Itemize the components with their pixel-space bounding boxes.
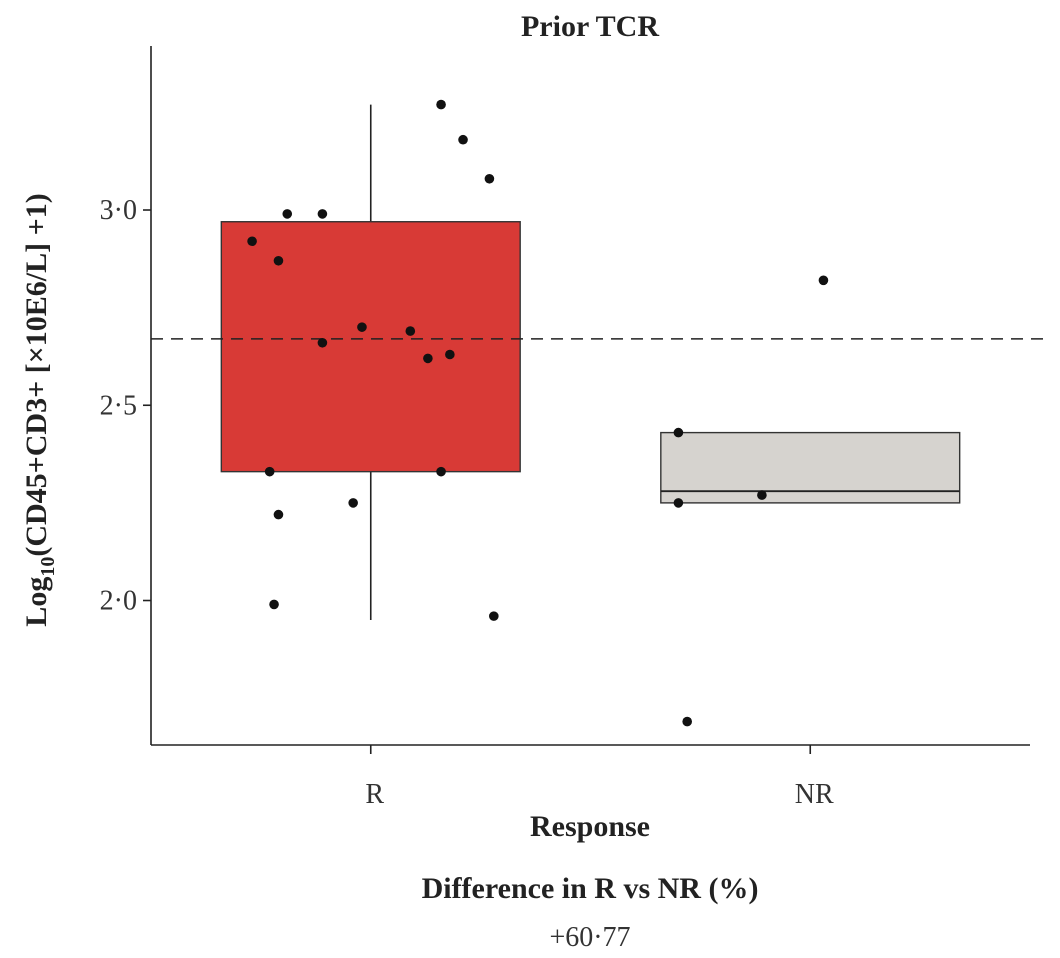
y-axis-title: Log10(CD45+CD3+ [×10E6/L] +1) <box>20 193 59 626</box>
data-point <box>357 322 367 332</box>
data-point <box>423 353 433 364</box>
data-point <box>348 498 358 508</box>
data-point <box>458 134 468 145</box>
y-tick-label: 2·5 <box>100 390 137 421</box>
data-point <box>436 99 446 110</box>
data-point <box>269 599 279 610</box>
data-point <box>682 716 692 727</box>
data-point <box>264 466 275 477</box>
data-point <box>273 509 284 520</box>
y-tick-label: 2·0 <box>100 586 137 617</box>
data-point <box>247 236 257 247</box>
x-axis-title: Response <box>530 810 650 843</box>
box-nr <box>660 431 961 504</box>
data-point <box>484 173 495 184</box>
y-tick-label: 3·0 <box>100 195 137 226</box>
y-ticks-layer: 2·0 2·5 3·0 <box>100 195 151 617</box>
data-point <box>757 490 767 500</box>
data-point <box>317 337 328 348</box>
x-tick-label: R <box>365 779 384 810</box>
chart-title: Prior TCR <box>521 10 659 43</box>
difference-label: Difference in R vs NR (%) <box>422 872 759 905</box>
y-axis-title-subscript: 10 <box>37 557 59 577</box>
data-point <box>445 349 455 360</box>
data-point <box>489 611 499 621</box>
data-point <box>273 255 284 266</box>
x-ticks-layer: R NR <box>365 745 834 810</box>
data-point <box>673 498 684 508</box>
data-point <box>818 275 829 286</box>
boxes-layer <box>220 104 961 621</box>
points-layer <box>247 99 829 727</box>
data-point <box>282 209 293 219</box>
y-axis-title-rest: (CD45+CD3+ [×10E6/L] +1) <box>20 193 53 556</box>
data-point <box>436 466 446 477</box>
data-point <box>673 427 684 438</box>
box-r <box>220 221 521 473</box>
x-tick-label: NR <box>795 779 834 810</box>
data-point <box>405 326 416 336</box>
difference-value: +60·77 <box>549 922 630 953</box>
data-point <box>317 209 328 219</box>
y-axis-title-prefix: Log <box>20 577 53 627</box>
